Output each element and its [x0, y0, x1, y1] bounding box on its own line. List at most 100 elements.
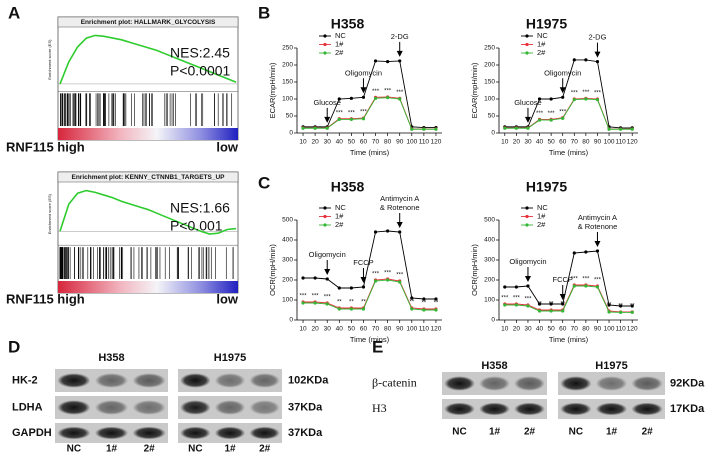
x-tick-label: 70 — [571, 139, 579, 146]
data-point — [572, 58, 576, 62]
significance: *** — [571, 277, 579, 283]
data-point — [584, 97, 588, 101]
data-point — [503, 285, 507, 289]
y-tick-label: 300 — [484, 257, 495, 264]
blot-band — [249, 400, 280, 415]
x-tick-label: 20 — [312, 326, 320, 333]
chart-title: H1975 — [526, 179, 567, 195]
x-tick-label: 10 — [299, 326, 307, 333]
event-label: FCCP — [353, 258, 373, 267]
x-tick-label: 90 — [396, 326, 404, 333]
series-line — [303, 60, 436, 129]
x-tick-label: 120 — [431, 326, 442, 333]
es-curve — [59, 34, 237, 85]
blot-band — [132, 400, 166, 415]
data-point — [537, 118, 542, 122]
x-tick-label: 100 — [604, 139, 615, 146]
significance: *** — [300, 294, 308, 300]
event-label: Glucose — [313, 98, 341, 107]
data-point — [561, 116, 565, 120]
y-axis-label: Enrichment score (ES) — [47, 39, 52, 80]
x-tick-label: 40 — [536, 326, 544, 333]
y-tick-label: 150 — [282, 79, 293, 86]
event-label: Antimycin A — [380, 194, 419, 203]
x-tick-label: 70 — [372, 326, 380, 333]
arrow-head — [559, 294, 566, 300]
data-point — [595, 285, 600, 289]
x-tick-label: 110 — [615, 139, 626, 146]
blot-band — [180, 426, 211, 440]
legend-marker — [323, 214, 327, 219]
x-tick-label: 80 — [384, 326, 392, 333]
data-point — [325, 302, 329, 306]
x-tick-label: 120 — [627, 139, 638, 146]
data-point — [361, 307, 366, 311]
series-line — [303, 279, 436, 311]
x-tick-label: 100 — [604, 326, 615, 333]
data-point — [537, 302, 542, 306]
data-point — [313, 301, 317, 305]
blot-band — [214, 400, 246, 415]
event-label: Oligomycin — [509, 257, 546, 266]
x-axis-label: Time (mins) — [350, 148, 390, 157]
y-tick-label: 250 — [484, 45, 495, 52]
data-point — [537, 97, 542, 101]
data-point — [373, 96, 378, 100]
legend-label: NC — [335, 203, 346, 212]
size-label: 102KDa — [288, 374, 329, 386]
blot-band — [444, 376, 475, 391]
x-tick-label: 80 — [384, 139, 392, 146]
data-point — [325, 277, 329, 281]
cell-line-title: H358 — [481, 360, 507, 372]
blot-band — [479, 376, 510, 391]
data-point — [561, 95, 565, 99]
annotation: P<0.0001 — [170, 63, 231, 79]
cell-line-title: H1975 — [595, 360, 627, 372]
blot-band — [595, 402, 628, 416]
legend-marker — [323, 51, 327, 55]
blot-band — [249, 373, 280, 388]
size-label: 92KDa — [670, 377, 705, 389]
x-tick-label: 20 — [312, 139, 320, 146]
data-point — [607, 303, 611, 307]
data-point — [526, 126, 530, 130]
significance: ** — [560, 302, 565, 308]
data-point — [349, 307, 353, 311]
legend-label: NC — [335, 31, 346, 40]
arrow-head — [324, 269, 331, 275]
y-tick-label: 0 — [289, 130, 293, 137]
y-tick-label: 100 — [282, 96, 293, 103]
significance: *** — [348, 110, 356, 116]
significance: ** — [618, 304, 623, 310]
y-axis-label: OCR(mpH/min) — [470, 244, 479, 296]
arrow-head — [559, 87, 566, 94]
protein-label: GAPDH — [12, 427, 52, 439]
blot-band — [214, 426, 246, 440]
x-tick-label: 90 — [594, 139, 602, 146]
data-point — [386, 278, 390, 282]
legend-label: 2# — [537, 48, 546, 57]
blot-band — [57, 426, 91, 440]
x-tick-label: 120 — [627, 326, 638, 333]
series-line — [504, 285, 633, 313]
rank-gradient — [58, 128, 238, 140]
x-tick-label: 110 — [615, 326, 626, 333]
chart-title: H358 — [331, 179, 365, 195]
blot-band — [514, 402, 545, 416]
x-tick-label: 110 — [419, 139, 430, 146]
cell-line-title: H1975 — [214, 352, 246, 364]
x-tick-label: 50 — [348, 326, 356, 333]
arrow-head — [524, 116, 531, 123]
data-point — [410, 307, 414, 311]
data-point — [630, 127, 634, 131]
data-point — [422, 308, 426, 312]
annotation: NES:2.45 — [170, 45, 230, 61]
significance: ** — [537, 302, 542, 308]
data-point — [398, 59, 402, 63]
data-point — [337, 117, 341, 121]
data-point — [434, 308, 438, 312]
data-point — [549, 118, 553, 122]
significance: *** — [571, 91, 579, 97]
data-point — [514, 285, 518, 289]
data-point — [373, 279, 378, 283]
